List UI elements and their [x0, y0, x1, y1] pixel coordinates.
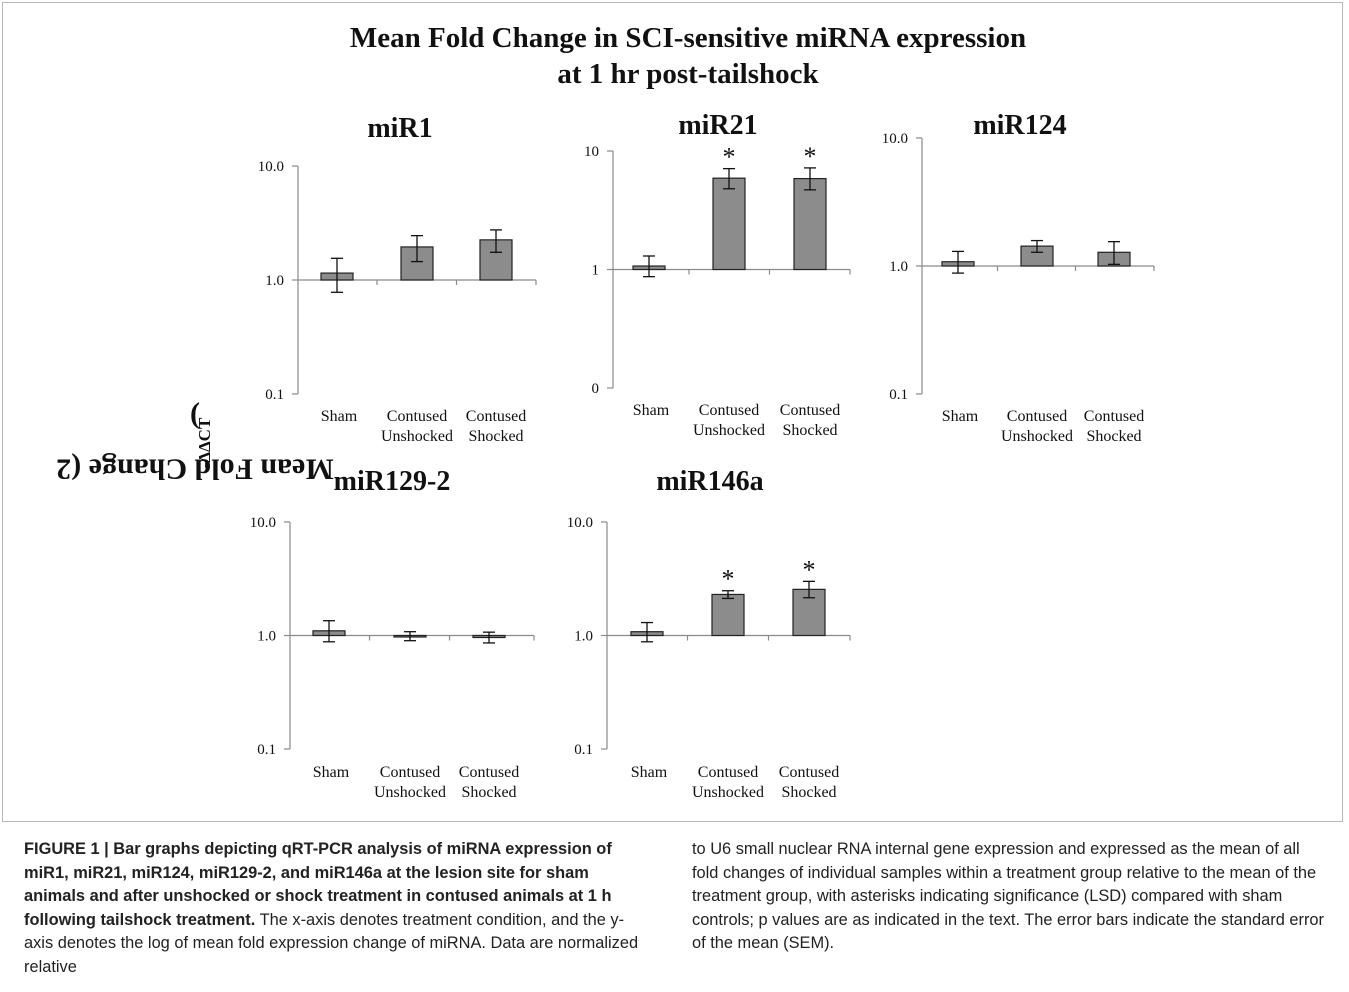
y-tick-label: 0.1 [257, 742, 276, 758]
chart-title: miR21 [678, 110, 757, 141]
x-tick-label: Unshocked [1001, 428, 1073, 445]
bar [711, 593, 745, 637]
y-tick-label: 0.1 [889, 387, 908, 403]
y-tick-label: 10.0 [250, 515, 276, 531]
chart-mir146a: miR146a 0.1 1.0 10.0 Sham * Contused Unshocked *… [567, 466, 851, 801]
chart-mir129-2: miR129-2 0.1 1.0 10.0 Sham Contused Unshocked C… [250, 466, 535, 801]
x-tick-label: Contused [780, 402, 840, 419]
figure-title-line2: at 1 hr post-tailshock [557, 58, 819, 90]
x-tick-label: Contused [698, 764, 758, 781]
caption-right-body: to U6 small nuclear RNA internal gene ex… [692, 840, 1324, 952]
x-tick-label: Contused [1007, 408, 1067, 425]
y-tick-label: 10.0 [258, 159, 284, 175]
significance-asterisk: * [804, 142, 817, 171]
y-tick-label: 0 [592, 381, 600, 397]
x-tick-label: Sham [942, 408, 979, 425]
x-tick-label: Contused [1084, 408, 1144, 425]
x-tick-label: Sham [313, 764, 350, 781]
chart-mir21: miR21 0 1 10 Sham * Contused Unshocked * Contused… [584, 110, 851, 439]
y-tick-label: 0.1 [265, 387, 284, 403]
x-tick-label: Unshocked [693, 422, 765, 439]
chart-title: miR129-2 [334, 466, 451, 497]
caption-left-body: The x-axis denotes treatment condition, … [24, 910, 639, 976]
y-tick-label: 0.1 [574, 742, 593, 758]
y-tick-label: 10.0 [567, 515, 593, 531]
significance-asterisk: * [723, 143, 736, 172]
x-tick-label: Shocked [1086, 428, 1141, 445]
chart-title: miR124 [973, 110, 1066, 141]
x-tick-label: Sham [321, 408, 358, 425]
bar [712, 177, 746, 271]
y-tick-label: 10 [584, 144, 599, 160]
y-tick-label: 1.0 [257, 629, 276, 645]
x-tick-label: Contused [387, 408, 447, 425]
x-tick-label: Unshocked [692, 784, 764, 801]
chart-area: miR1 0.1 1.0 10.0 Sham Contused Unshocked Contu… [250, 110, 1155, 801]
figure-title: Mean Fold Change in SCI-sensitive miRNA … [0, 20, 1349, 92]
x-tick-label: Contused [699, 402, 759, 419]
x-tick-label: Sham [631, 764, 668, 781]
caption-lead: FIGURE 1 | Bar graphs depicting qRT-PCR … [24, 840, 612, 929]
x-tick-label: Contused [779, 764, 839, 781]
x-tick-label: Unshocked [374, 784, 446, 801]
y-tick-label: 1.0 [574, 629, 593, 645]
chart-title: miR1 [367, 113, 432, 144]
chart-mir124: miR124 0.1 1.0 10.0 Sham Contused Unshocked Con… [882, 110, 1155, 445]
significance-asterisk: * [803, 555, 816, 584]
x-tick-label: Unshocked [381, 428, 453, 445]
chart-mir1: miR1 0.1 1.0 10.0 Sham Contused Unshocked Contu… [258, 113, 537, 445]
x-tick-label: Contused [459, 764, 519, 781]
x-tick-label: Sham [633, 402, 670, 419]
figure-title-line1: Mean Fold Change in SCI-sensitive miRNA … [349, 22, 1027, 54]
x-tick-label: Shocked [782, 422, 837, 439]
x-tick-label: Shocked [468, 428, 523, 445]
bar [793, 177, 827, 271]
y-tick-label: 1.0 [265, 273, 284, 289]
caption-left-column: FIGURE 1 | Bar graphs depicting qRT-PCR … [24, 838, 652, 979]
y-tick-label: 1 [592, 263, 600, 279]
caption-right-column: to U6 small nuclear RNA internal gene ex… [692, 838, 1328, 956]
y-tick-label: 10.0 [882, 131, 908, 147]
x-tick-label: Shocked [781, 784, 836, 801]
significance-asterisk: * [722, 565, 735, 594]
x-tick-label: Contused [380, 764, 440, 781]
x-tick-label: Contused [466, 408, 526, 425]
chart-title: miR146a [656, 466, 763, 497]
x-tick-label: Shocked [461, 784, 516, 801]
figure-panel [2, 2, 1343, 822]
y-tick-label: 1.0 [889, 259, 908, 275]
